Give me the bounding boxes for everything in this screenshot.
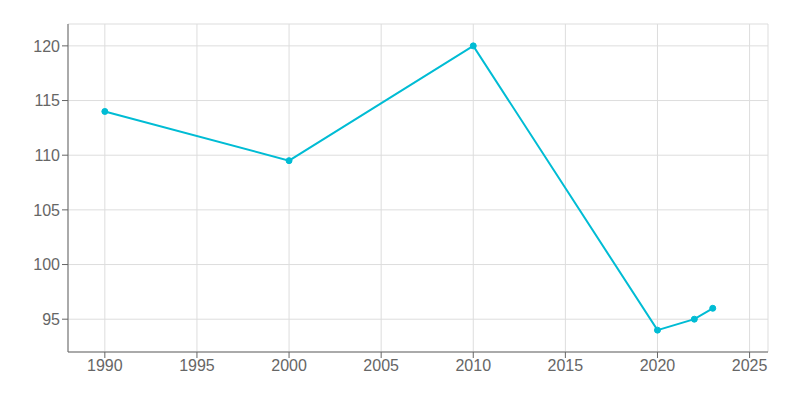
svg-text:105: 105 [33, 202, 60, 219]
svg-text:2015: 2015 [548, 357, 584, 374]
svg-text:120: 120 [33, 38, 60, 55]
svg-text:115: 115 [34, 92, 60, 109]
svg-text:2025: 2025 [732, 357, 768, 374]
svg-text:2020: 2020 [640, 357, 676, 374]
svg-text:1995: 1995 [179, 357, 215, 374]
svg-text:110: 110 [34, 147, 60, 164]
svg-text:1990: 1990 [87, 357, 123, 374]
svg-text:2010: 2010 [455, 357, 491, 374]
svg-text:100: 100 [33, 256, 60, 273]
svg-text:2000: 2000 [271, 357, 307, 374]
svg-text:95: 95 [42, 311, 60, 328]
svg-text:2005: 2005 [363, 357, 399, 374]
